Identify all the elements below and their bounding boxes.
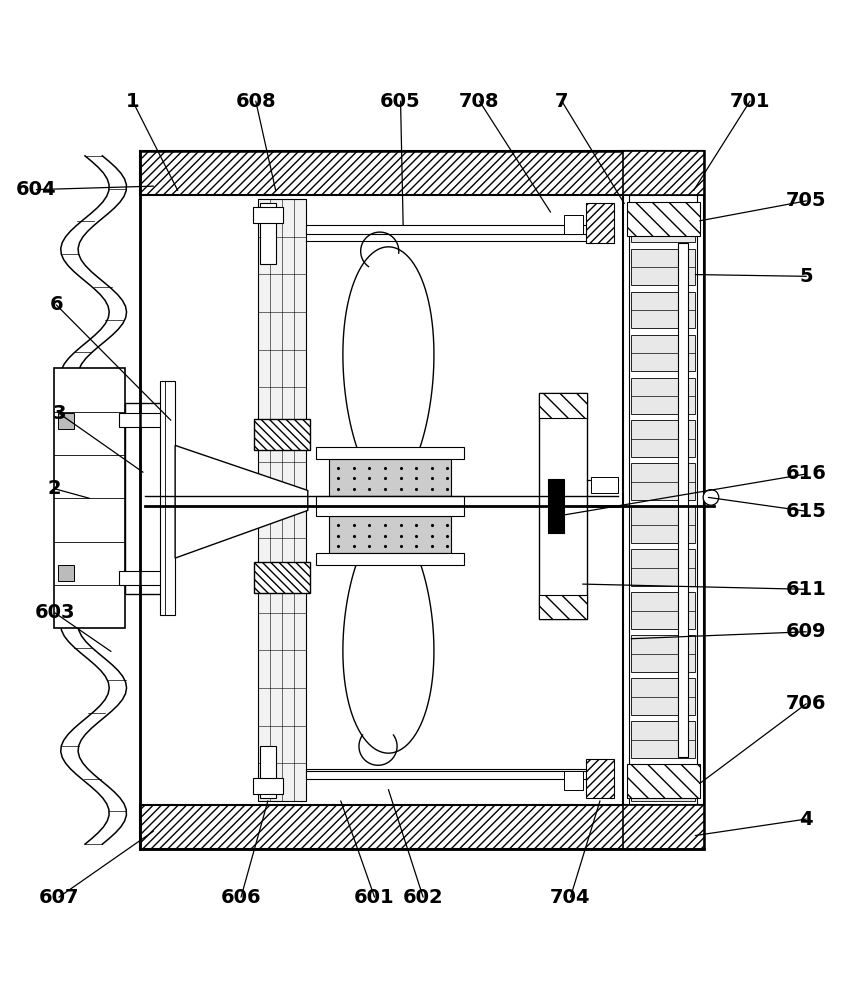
Bar xyxy=(631,678,695,715)
Text: 3: 3 xyxy=(52,404,66,423)
Bar xyxy=(539,393,587,619)
Bar xyxy=(258,199,306,801)
Bar xyxy=(329,516,451,553)
Bar xyxy=(586,203,614,243)
Text: 7: 7 xyxy=(555,92,569,111)
Text: 611: 611 xyxy=(786,580,827,599)
Text: 708: 708 xyxy=(460,92,499,111)
Bar xyxy=(58,413,74,429)
Bar xyxy=(260,203,276,264)
Text: 6: 6 xyxy=(49,295,63,314)
Bar xyxy=(623,151,704,195)
Text: 615: 615 xyxy=(786,502,827,521)
Text: 601: 601 xyxy=(355,888,394,907)
Text: 603: 603 xyxy=(35,603,75,622)
Polygon shape xyxy=(342,523,434,753)
Bar xyxy=(119,413,167,427)
Polygon shape xyxy=(175,445,308,558)
Bar xyxy=(591,477,618,493)
Bar xyxy=(623,805,704,849)
Polygon shape xyxy=(342,247,434,489)
Text: 609: 609 xyxy=(786,622,826,641)
Bar xyxy=(631,378,695,414)
Bar xyxy=(631,249,695,285)
Bar xyxy=(627,202,700,236)
Bar xyxy=(140,805,704,849)
Bar xyxy=(631,764,695,801)
Text: 602: 602 xyxy=(403,888,443,907)
Bar xyxy=(253,778,283,794)
Bar xyxy=(631,592,695,629)
Text: 606: 606 xyxy=(221,888,261,907)
Bar xyxy=(564,215,583,234)
Bar xyxy=(539,595,587,619)
Text: 608: 608 xyxy=(236,92,276,111)
Text: 605: 605 xyxy=(381,92,420,111)
Bar xyxy=(586,759,614,798)
Bar xyxy=(119,571,167,585)
Text: 2: 2 xyxy=(48,479,62,498)
Text: 704: 704 xyxy=(551,888,590,907)
Bar xyxy=(160,381,175,615)
Bar xyxy=(329,459,451,496)
Bar xyxy=(54,368,125,628)
Bar xyxy=(564,771,583,790)
Bar xyxy=(316,496,464,516)
Bar xyxy=(58,565,74,581)
Text: 616: 616 xyxy=(786,464,827,483)
Bar xyxy=(140,151,704,195)
Bar xyxy=(125,403,161,594)
Text: 604: 604 xyxy=(16,180,56,199)
Bar xyxy=(631,420,695,457)
Bar xyxy=(316,447,464,459)
Text: 607: 607 xyxy=(39,888,79,907)
Bar xyxy=(631,721,695,758)
Bar xyxy=(631,506,695,543)
Bar xyxy=(631,206,695,242)
Text: 705: 705 xyxy=(786,191,826,210)
Bar xyxy=(627,764,700,798)
Bar xyxy=(254,562,310,593)
Circle shape xyxy=(703,490,719,505)
Bar xyxy=(623,151,704,849)
Bar xyxy=(539,393,587,418)
Bar xyxy=(631,292,695,328)
Bar xyxy=(140,151,704,849)
Text: 4: 4 xyxy=(799,810,813,829)
Text: 1: 1 xyxy=(126,92,140,111)
Bar xyxy=(253,207,283,223)
Bar xyxy=(260,746,276,798)
Text: 706: 706 xyxy=(786,694,826,713)
Bar xyxy=(548,479,564,533)
Bar xyxy=(631,335,695,371)
Bar xyxy=(631,463,695,500)
Bar xyxy=(254,419,310,450)
Bar xyxy=(678,243,688,757)
Text: 701: 701 xyxy=(730,92,770,111)
Bar xyxy=(316,553,464,565)
Bar xyxy=(631,549,695,586)
Bar xyxy=(306,771,601,779)
Bar xyxy=(631,635,695,672)
Bar xyxy=(306,225,601,234)
Text: 5: 5 xyxy=(799,267,813,286)
